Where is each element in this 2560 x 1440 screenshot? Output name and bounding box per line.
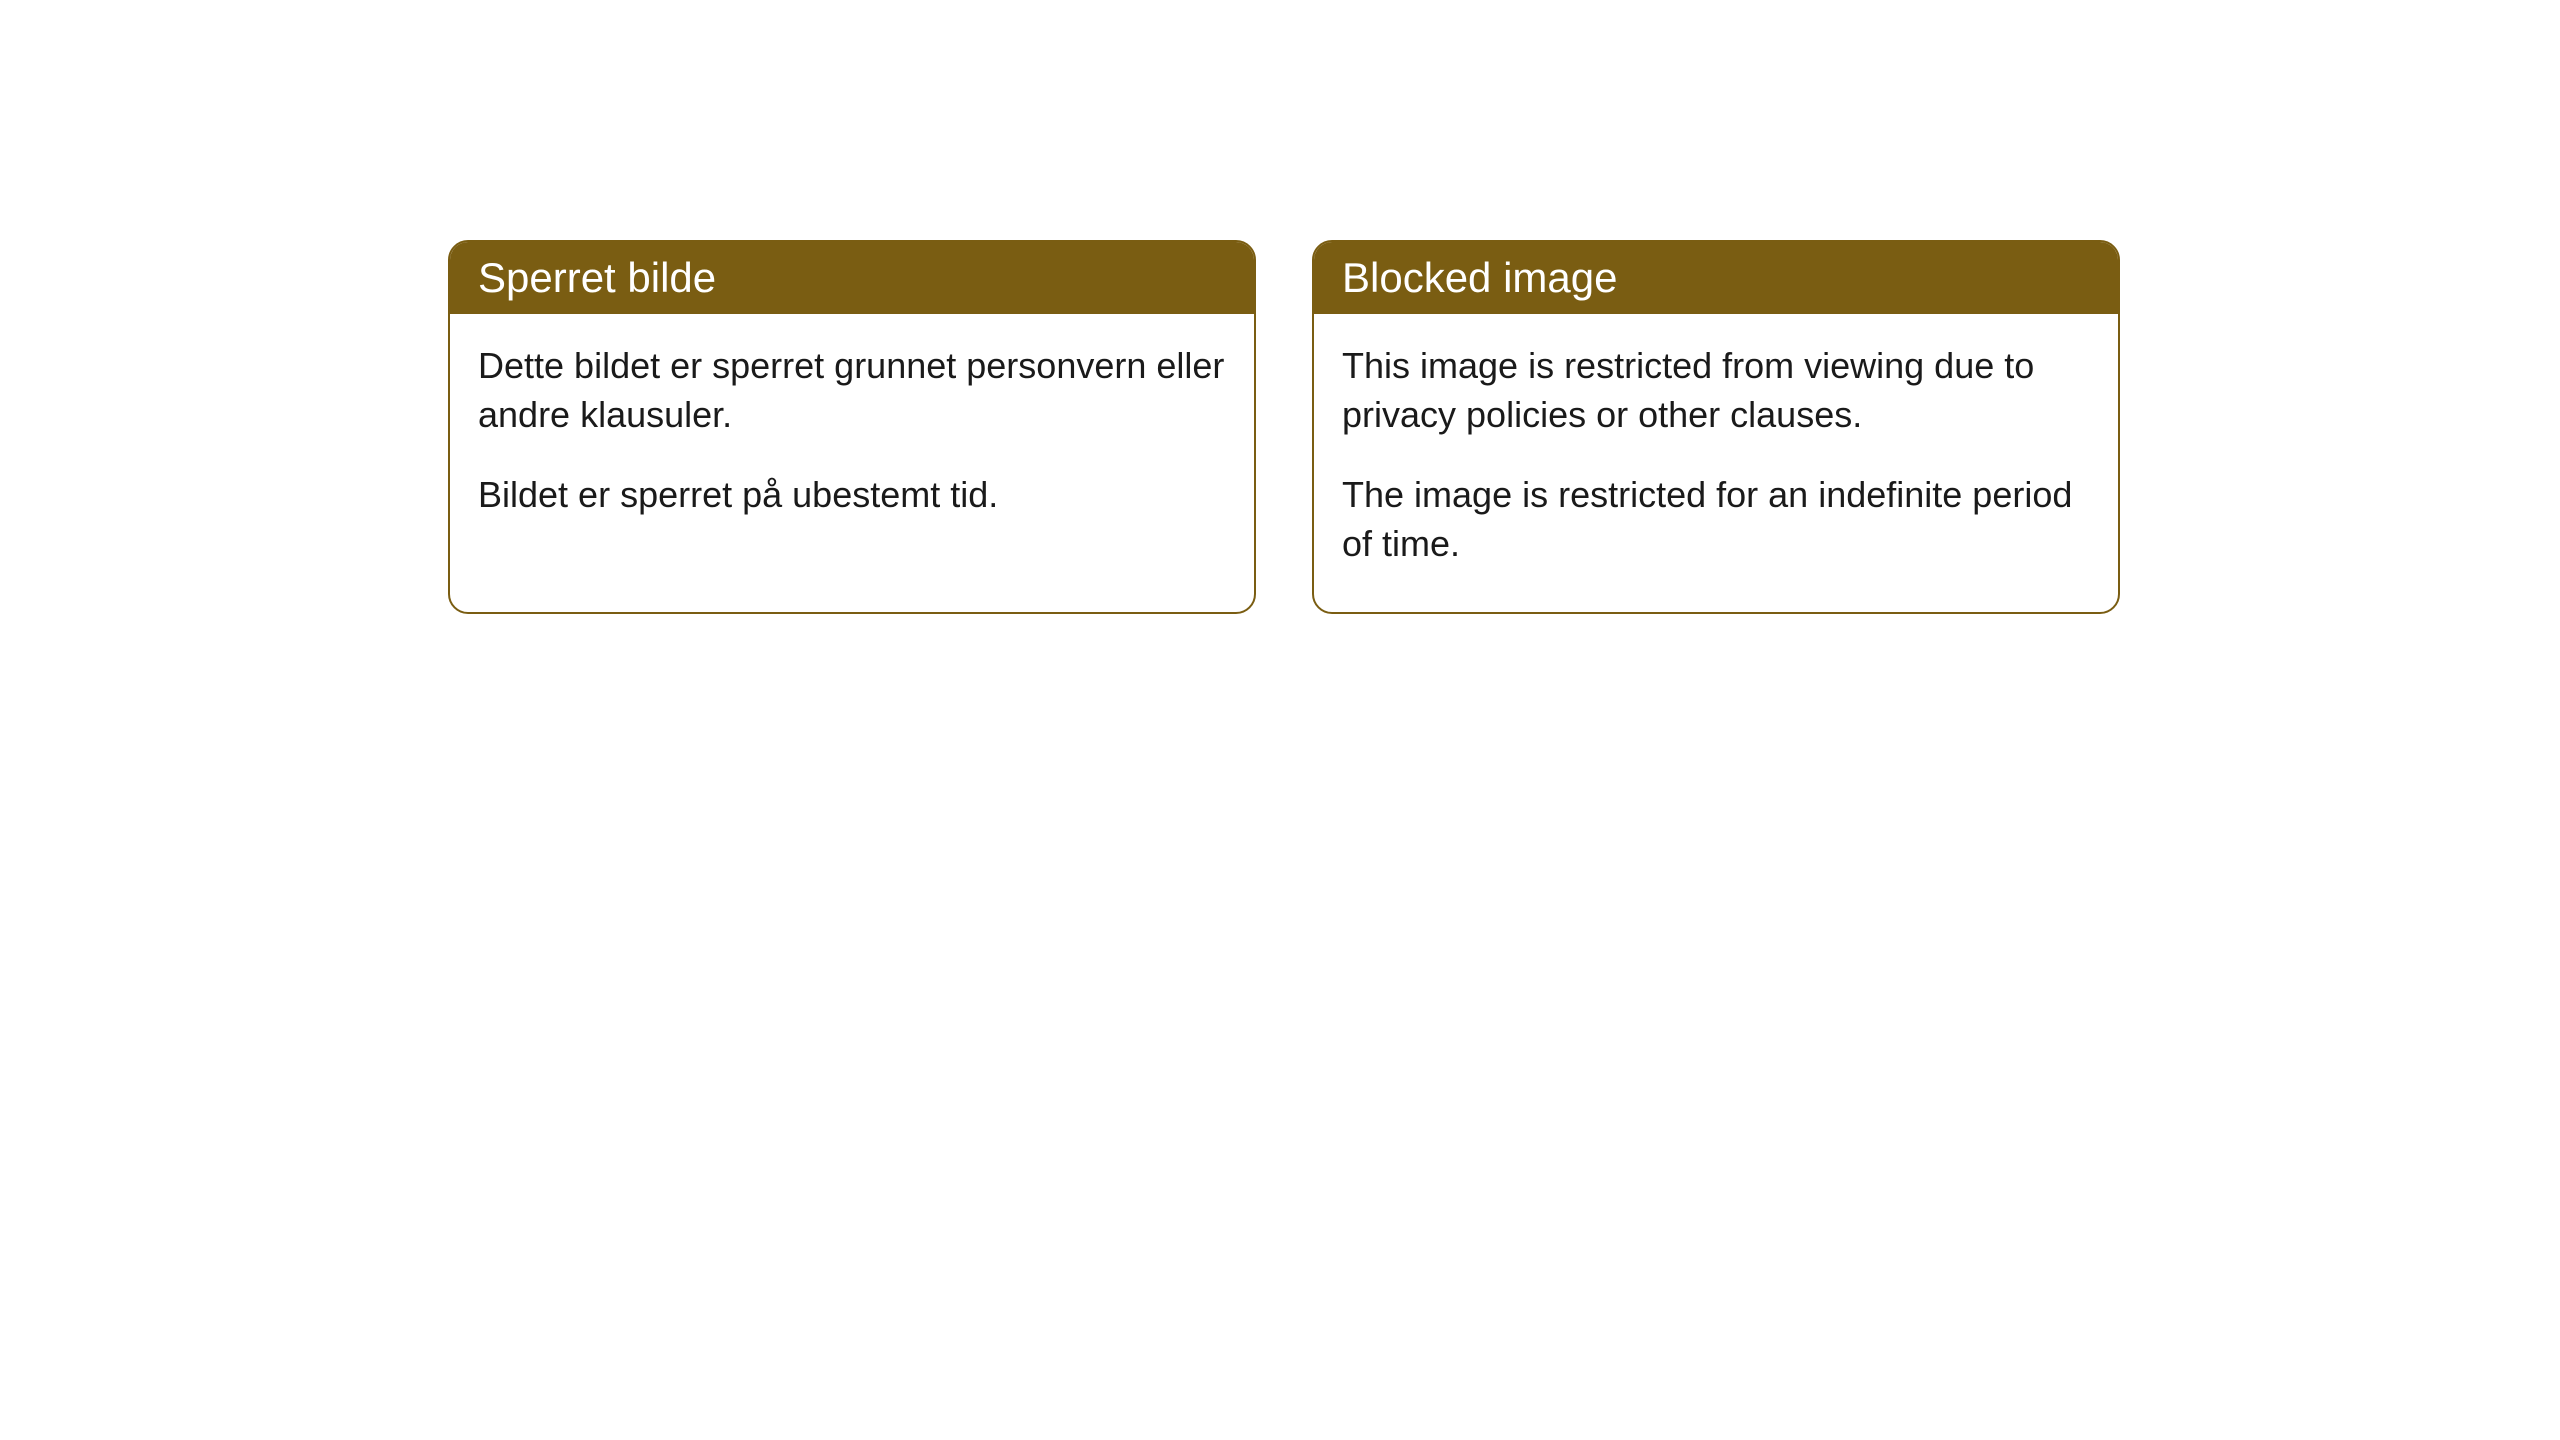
- card-title: Sperret bilde: [478, 254, 716, 301]
- notice-card-english: Blocked image This image is restricted f…: [1312, 240, 2120, 614]
- card-paragraph: Bildet er sperret på ubestemt tid.: [478, 471, 1226, 520]
- card-body-norwegian: Dette bildet er sperret grunnet personve…: [450, 314, 1254, 564]
- notice-card-norwegian: Sperret bilde Dette bildet er sperret gr…: [448, 240, 1256, 614]
- card-title: Blocked image: [1342, 254, 1617, 301]
- card-header-english: Blocked image: [1314, 242, 2118, 314]
- card-paragraph: The image is restricted for an indefinit…: [1342, 471, 2090, 568]
- card-body-english: This image is restricted from viewing du…: [1314, 314, 2118, 612]
- card-paragraph: Dette bildet er sperret grunnet personve…: [478, 342, 1226, 439]
- card-paragraph: This image is restricted from viewing du…: [1342, 342, 2090, 439]
- card-header-norwegian: Sperret bilde: [450, 242, 1254, 314]
- notice-cards-container: Sperret bilde Dette bildet er sperret gr…: [448, 240, 2120, 614]
